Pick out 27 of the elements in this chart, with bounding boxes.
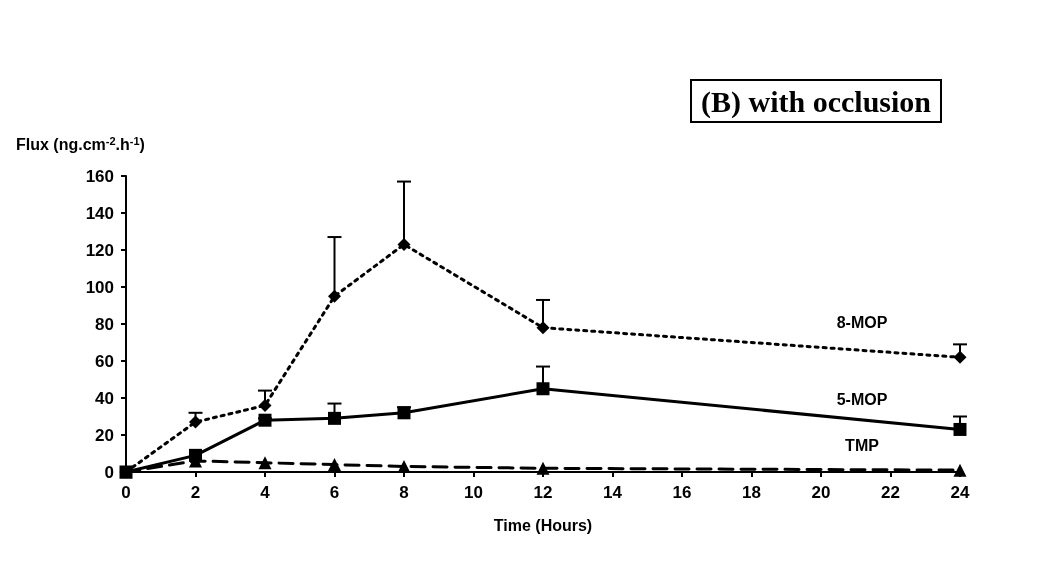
x-tick-label: 0	[121, 483, 131, 502]
x-tick-label: 10	[464, 483, 483, 502]
y-tick-label: 0	[104, 462, 114, 482]
x-axis-title: Time (Hours)	[493, 516, 593, 534]
y-tick-label: 40	[95, 388, 114, 408]
x-tick-label: 2	[190, 483, 201, 502]
x-tick-label: 22	[881, 483, 900, 502]
y-tick-label: 120	[85, 240, 114, 260]
x-tick-label: 4	[260, 483, 271, 502]
x-tick-label: 20	[811, 483, 831, 502]
x-tick-label: 8	[399, 483, 409, 502]
y-tick-label: 100	[85, 277, 114, 297]
x-tick-label: 14	[603, 483, 623, 502]
y-tick-label: 60	[95, 351, 114, 371]
y-tick-label: 140	[85, 203, 114, 223]
series-label: TMP	[845, 436, 880, 454]
series-label: 5-MOP	[836, 390, 888, 408]
series-label: 8-MOP	[836, 313, 888, 331]
y-tick-label: 20	[95, 425, 114, 445]
y-tick-label: 80	[95, 314, 114, 334]
x-tick-label: 16	[672, 483, 692, 502]
x-tick-label: 12	[533, 483, 553, 502]
x-tick-label: 18	[742, 483, 761, 502]
chart-title: (B) with occlusion	[701, 84, 932, 119]
x-tick-label: 24	[950, 483, 970, 502]
y-tick-label: 160	[85, 166, 114, 186]
x-tick-label: 6	[329, 483, 340, 502]
